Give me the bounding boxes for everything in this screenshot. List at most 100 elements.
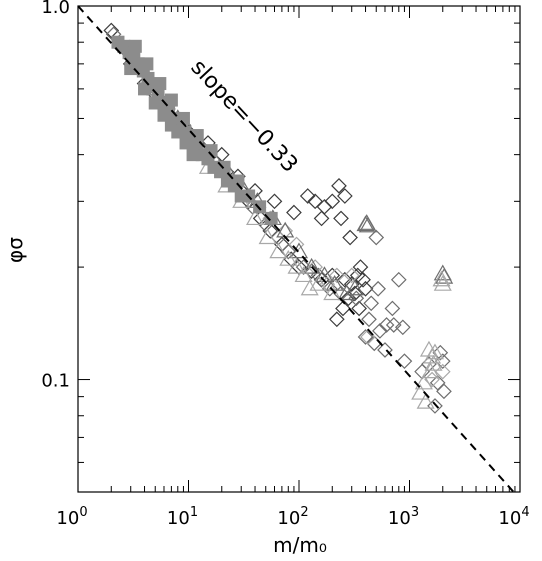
square-marker [190,129,204,143]
diamond-marker [396,353,413,370]
diamond-marker [351,300,367,317]
diamond-marker [343,267,360,284]
diamond-marker [348,290,365,307]
data-points [103,22,454,414]
triangle-marker [358,216,377,233]
square-marker [153,77,167,91]
diamond-marker [357,280,374,297]
y-tick-label: 0.1 [41,371,70,392]
diamond-marker [384,300,401,317]
diamond-marker [377,342,393,358]
y-tick-label: 1.0 [41,0,70,18]
x-tick-label: 103 [388,505,419,529]
triangle-marker [416,392,435,409]
triangle-marker [337,284,356,301]
diamond-marker [262,223,279,239]
diamond-marker [313,210,330,227]
diamond-marker [333,210,349,227]
diamond-marker [103,22,120,39]
diamond-marker [321,280,338,297]
x-tick-label: 101 [167,505,198,529]
square-marker [148,96,162,110]
diamond-marker [299,188,316,204]
square-marker [179,136,193,150]
diamond-marker [434,353,451,370]
diamond-marker [337,188,353,204]
square-marker [140,57,154,71]
square-marker [231,174,245,188]
y-tick-labels: 0.1 1.0 [41,0,70,392]
diamond-marker [328,311,345,328]
diamond-marker [352,259,369,275]
diamond-marker [328,267,345,284]
diamond-marker [390,271,407,288]
diamond-marker [355,271,371,288]
triangle-marker [357,214,376,230]
reference-dashed-line [78,6,515,492]
square-marker [264,211,278,225]
square-marker [157,108,171,122]
triangle-marker [433,274,452,291]
diamond-marker [303,263,320,280]
triangle-marker [302,257,321,274]
x-tick-labels: 100 101 102 103 104 [56,505,529,529]
diamond-marker [335,300,351,317]
diamond-marker [307,259,323,275]
triangle-marker [269,242,288,259]
triangle-marker [432,270,451,287]
square-marker [128,39,142,53]
diamond-marker [368,229,385,246]
square-marker [253,200,267,214]
diamond-marker [361,311,377,328]
square-marker [204,144,218,158]
diamond-marker [357,329,374,345]
diamond-marker [288,236,305,253]
diamond-marker [432,344,449,361]
triangle-marker [411,383,430,400]
triangle-marker [258,228,277,245]
x-axis-label: m/m₀ [273,533,327,557]
diamond-marker [331,178,347,194]
diamond-marker [286,204,302,221]
triangle-marker [294,266,313,283]
diamond-marker [436,383,452,400]
triangle-marker [435,267,454,284]
triangle-marker [300,279,319,296]
triangle-marker [279,249,298,266]
diamond-marker [394,319,411,336]
square-marker [186,148,200,162]
diamond-marker [324,193,341,210]
triangle-marker [289,242,309,259]
diamond-marker [266,193,283,210]
y-axis-label: φσ [3,237,27,263]
axis-ticks [77,5,520,493]
triangle-marker [309,274,328,291]
triangle-marker [424,354,443,371]
diamond-marker [307,193,323,210]
diamond-marker [363,295,380,312]
diamond-marker [378,317,395,333]
square-marker [124,62,138,76]
diamond-marker [385,317,402,333]
diamond-marker [434,363,451,380]
diamond-marker [270,229,287,246]
triangle-marker [287,257,306,274]
diamond-marker [337,271,353,288]
square-marker [164,93,178,107]
diamond-marker [316,198,333,215]
square-marker [171,125,185,139]
triangle-marker [245,209,265,226]
triangle-marker [323,284,342,301]
triangle-marker [414,373,433,390]
diamond-marker [342,229,358,246]
x-tick-label: 100 [56,505,87,529]
diamond-marker [427,398,443,414]
x-tick-label: 102 [277,505,308,529]
diamond-marker [280,243,297,260]
x-tick-label: 104 [498,505,529,529]
diamond-marker [370,280,386,297]
plot-frame [77,5,521,493]
triangle-marker [345,279,364,296]
square-marker [138,82,152,96]
